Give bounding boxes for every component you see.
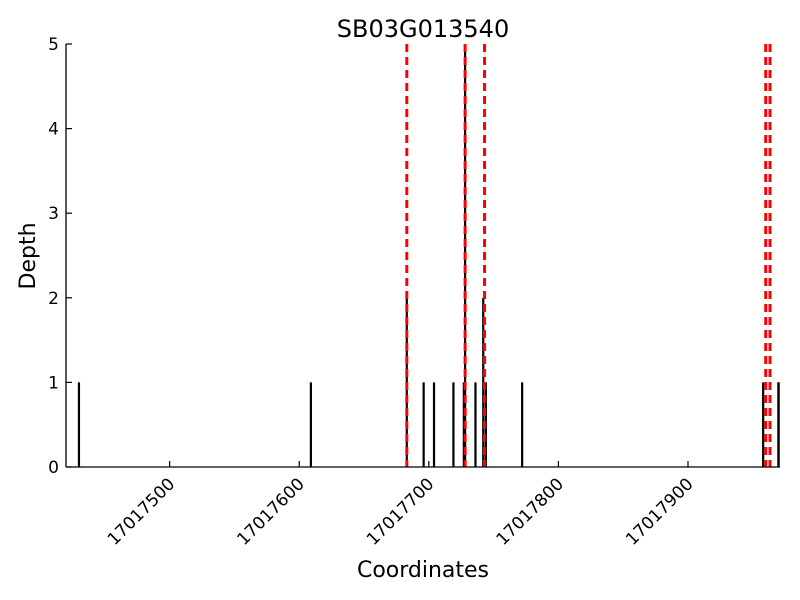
y-axis-title: Depth bbox=[16, 222, 41, 289]
y-tick-label: 4 bbox=[48, 120, 59, 140]
x-tick-label: 17017900 bbox=[622, 474, 697, 549]
x-tick-label: 17017700 bbox=[363, 474, 438, 549]
x-tick-label: 17017600 bbox=[233, 474, 308, 549]
x-axis-ticks: 17017500 17017600 17017700 17017800 17017900 bbox=[104, 461, 698, 550]
y-tick-label: 3 bbox=[48, 204, 59, 224]
x-axis-title: Coordinates bbox=[357, 558, 489, 583]
chart-title: SB03G013540 bbox=[337, 15, 509, 43]
y-tick-label: 5 bbox=[48, 35, 59, 55]
y-tick-label: 1 bbox=[48, 373, 59, 393]
axes bbox=[65, 44, 780, 468]
x-tick-label: 17017500 bbox=[104, 474, 179, 549]
y-tick-label: 2 bbox=[48, 289, 59, 309]
depth-bars bbox=[77, 44, 780, 467]
y-axis-ticks: 0 1 2 3 4 5 bbox=[48, 35, 72, 478]
y-tick-label: 0 bbox=[48, 458, 59, 478]
x-tick-label: 17017800 bbox=[493, 474, 568, 549]
marker-lines bbox=[405, 44, 772, 467]
